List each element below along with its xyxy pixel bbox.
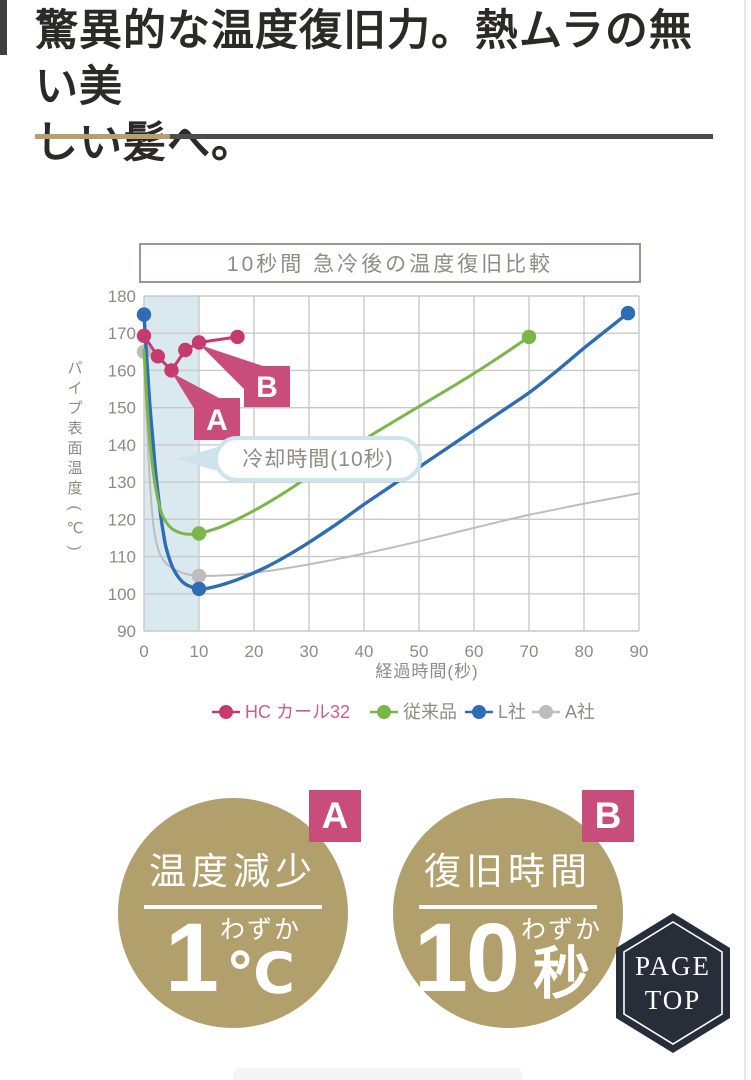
svg-text:表: 表	[67, 420, 82, 437]
legend-item-HC カール32: HC カール32	[212, 702, 350, 722]
svg-text:90: 90	[630, 642, 649, 661]
svg-text:℃: ℃	[67, 520, 84, 537]
svg-text:イ: イ	[67, 380, 82, 397]
left-edge-strip	[0, 0, 7, 55]
svg-text:170: 170	[108, 324, 136, 343]
svg-text:30: 30	[300, 642, 319, 661]
svg-text:160: 160	[108, 361, 136, 380]
svg-text:100: 100	[108, 585, 136, 604]
temperature-recovery-chart: 10秒間 急冷後の温度復旧比較 90 100 110 120 130 140 150 160 17…	[60, 240, 660, 730]
svg-text:80: 80	[575, 642, 594, 661]
annotation-b: B	[200, 345, 290, 407]
svg-text:B: B	[256, 371, 278, 404]
svg-text:60: 60	[465, 642, 484, 661]
next-section-edge	[233, 1068, 523, 1080]
legend-item-A社: A社	[532, 702, 595, 722]
badge-a-number: 1	[165, 902, 219, 1012]
badge-b-qualifier: わずか	[520, 916, 602, 944]
badge-a-qualifier: わずか	[219, 916, 301, 944]
svg-text:40: 40	[355, 642, 374, 661]
svg-text:温: 温	[67, 460, 82, 477]
cooling-callout: 冷却時間(10秒)	[176, 436, 422, 482]
svg-text:従来品: 従来品	[403, 702, 457, 722]
badge-b-unit: 秒	[532, 942, 590, 1006]
svg-text:180: 180	[108, 287, 136, 306]
svg-text:プ: プ	[67, 400, 82, 417]
svg-text:): )	[66, 546, 83, 551]
svg-text:HC カール32: HC カール32	[245, 702, 350, 722]
badge-a-marker: A	[309, 790, 361, 842]
divider-dark-segment	[170, 134, 713, 139]
svg-text:10: 10	[190, 642, 209, 661]
svg-text:A社: A社	[565, 702, 595, 722]
badge-b-underline	[419, 905, 597, 909]
series-HC カール32	[136, 328, 245, 378]
legend: HC カール32 従来品 L社 A社	[212, 702, 595, 722]
legend-item-L社: L社	[465, 702, 526, 722]
svg-text:面: 面	[67, 440, 82, 457]
svg-text:L社: L社	[498, 702, 526, 722]
svg-text:A: A	[206, 404, 228, 437]
badge-a-underline	[144, 905, 322, 909]
section-divider	[35, 134, 713, 139]
x-axis-label: 経過時間(秒)	[375, 662, 478, 681]
svg-text:120: 120	[108, 510, 136, 529]
svg-text:70: 70	[520, 642, 539, 661]
grid	[143, 295, 640, 632]
svg-text:50: 50	[410, 642, 429, 661]
page-title-line1: 驚異的な温度復旧力。熱ムラの無い美	[35, 8, 693, 111]
badge-b-number: 10	[414, 902, 520, 1012]
badge-b-value: 10 わずか 秒	[414, 902, 602, 1012]
chart-title: 10秒間 急冷後の温度復旧比較	[139, 243, 641, 283]
series-従来品	[142, 329, 537, 541]
page-top-label: PAGE TOP	[634, 951, 712, 1015]
badge-a-value: 1 わずか ℃	[165, 902, 301, 1012]
badge-a-unit: ℃	[225, 942, 295, 1006]
svg-text:140: 140	[108, 436, 136, 455]
y-tick-labels: 90 100 110 120 130 140 150 160 170 180	[108, 287, 136, 641]
badge-b-marker: B	[582, 790, 634, 842]
svg-text:0: 0	[139, 642, 148, 661]
svg-text:(: (	[66, 506, 83, 511]
x-tick-labels: 0 10 20 30 40 50 60 70 80 90	[139, 642, 648, 661]
svg-text:パ: パ	[67, 360, 82, 377]
svg-text:度: 度	[67, 480, 82, 497]
annotation-a: A	[172, 373, 240, 440]
divider-gold-segment	[35, 134, 170, 139]
benefit-badge-temperature: 温度減少 1 わずか ℃	[118, 798, 348, 1028]
svg-text:20: 20	[245, 642, 264, 661]
legend-item-従来品: 従来品	[370, 702, 457, 722]
page-title: 驚異的な温度復旧力。熱ムラの無い美 しい髪へ。	[35, 4, 727, 172]
hexagon-shape	[616, 913, 730, 1053]
badge-b-title: 復旧時間	[424, 851, 592, 892]
page-title-line2: しい髪へ。	[35, 120, 255, 167]
svg-text:150: 150	[108, 399, 136, 418]
benefit-badge-recovery: 復旧時間 10 わずか 秒	[393, 798, 623, 1028]
svg-text:冷却時間(10秒): 冷却時間(10秒)	[242, 448, 393, 471]
page-top-button[interactable]: PAGE TOP	[616, 913, 730, 1053]
svg-text:130: 130	[108, 473, 136, 492]
svg-text:90: 90	[117, 622, 136, 641]
badge-a-title: 温度減少	[149, 851, 317, 892]
svg-text:110: 110	[109, 548, 136, 567]
svg-text:10秒間 急冷後の温度復旧比較: 10秒間 急冷後の温度復旧比較	[227, 253, 553, 276]
right-edge-line	[744, 0, 746, 1080]
